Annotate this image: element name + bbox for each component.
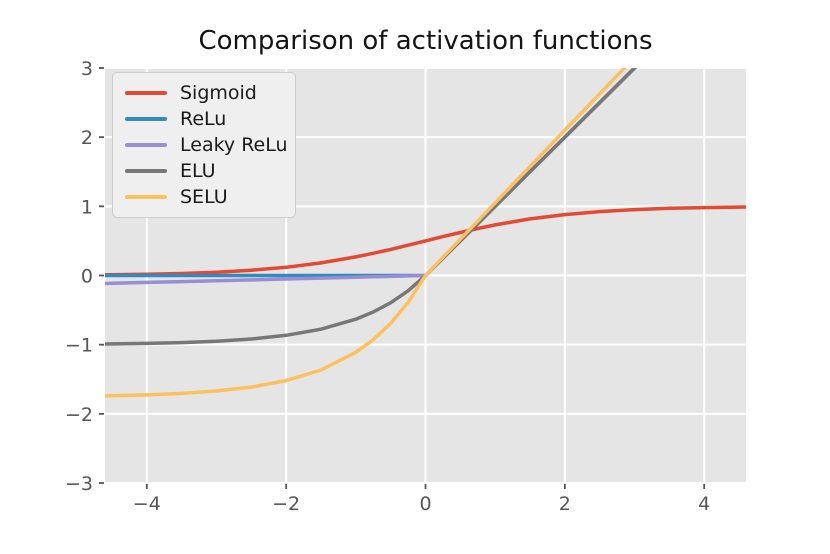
legend-item-elu: ELU bbox=[125, 160, 283, 182]
legend: Sigmoid ReLu Leaky ReLu ELU SELU bbox=[112, 72, 296, 218]
y-tick-label: −3 bbox=[65, 473, 93, 495]
y-tick-label: 0 bbox=[81, 266, 93, 288]
legend-label-relu: ReLu bbox=[180, 108, 227, 130]
chart-title: Comparison of activation functions bbox=[198, 26, 653, 56]
x-tick-label: −4 bbox=[133, 493, 161, 515]
x-tick-label: 2 bbox=[559, 493, 571, 515]
legend-line-selu bbox=[125, 195, 167, 199]
x-tick-label: 0 bbox=[419, 493, 431, 515]
y-tick-label: −2 bbox=[65, 404, 93, 426]
legend-label-selu: SELU bbox=[180, 186, 228, 208]
legend-line-sigmoid bbox=[125, 91, 167, 95]
legend-label-leaky-relu: Leaky ReLu bbox=[180, 134, 288, 156]
series-line-sigmoid bbox=[105, 205, 746, 277]
y-tick-label: 2 bbox=[81, 127, 93, 149]
legend-item-relu: ReLu bbox=[125, 108, 283, 130]
legend-item-leaky-relu: Leaky ReLu bbox=[125, 134, 288, 156]
legend-line-relu bbox=[125, 117, 167, 121]
y-tick-label: 1 bbox=[81, 196, 93, 218]
x-tick-label: −2 bbox=[272, 493, 300, 515]
legend-label-elu: ELU bbox=[180, 160, 216, 182]
y-tick-label: 3 bbox=[81, 58, 93, 80]
y-tick-label: −1 bbox=[65, 335, 93, 357]
legend-item-selu: SELU bbox=[125, 186, 283, 208]
legend-line-elu bbox=[125, 169, 167, 173]
legend-line-leaky-relu bbox=[125, 143, 167, 147]
series-line-selu bbox=[105, 68, 627, 398]
x-tick-label: 4 bbox=[698, 493, 710, 515]
legend-label-sigmoid: Sigmoid bbox=[180, 82, 257, 104]
legend-item-sigmoid: Sigmoid bbox=[125, 82, 283, 104]
